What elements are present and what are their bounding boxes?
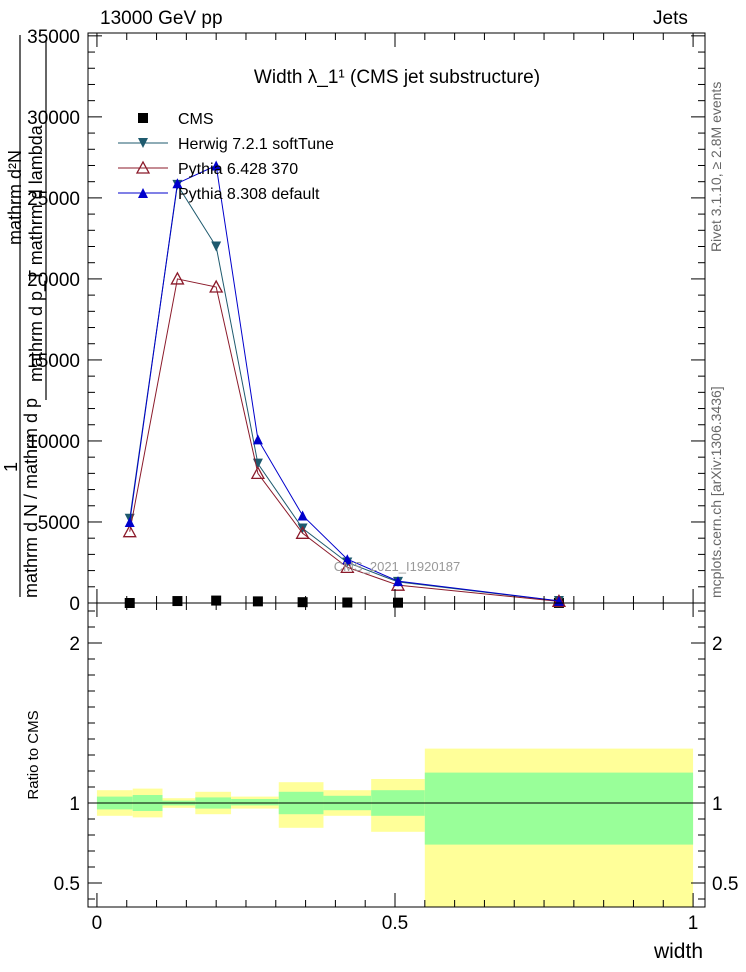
y-tick-label: 35000 — [27, 27, 80, 48]
y-tick-label: 15000 — [27, 351, 80, 372]
y-tick-label: 0 — [69, 594, 80, 615]
ratio-band-inner — [424, 772, 694, 845]
mcplots-label: mcplots.cern.ch [arXiv:1306.3436] — [708, 386, 724, 598]
data-point-pythia6 — [295, 525, 310, 539]
ratio-y-tick-label: 2 — [69, 634, 80, 655]
y-tick-label: 10000 — [27, 432, 80, 453]
x-tick-label: 1 — [688, 913, 699, 934]
ylabel-main-denominator-2: mathrm d p_T mathrm d lambda — [26, 125, 46, 382]
legend-entry-pythia8: Pythia 8.308 default — [178, 186, 320, 203]
series-line-pythia6 — [129, 278, 559, 602]
x-tick-label: 0 — [92, 913, 103, 934]
ylabel-main-denominator-1: mathrm d N / mathrm d p — [21, 397, 41, 598]
data-point-pythia8 — [172, 178, 183, 189]
data-point-pythia8 — [297, 510, 308, 521]
ratio-y-tick-label-right: 2 — [712, 634, 723, 655]
ylabel-main-numerator-1: 1 — [1, 461, 21, 472]
ratio-band-inner — [231, 799, 279, 806]
series-line-pythia8 — [129, 164, 560, 602]
data-point-pythia8 — [392, 576, 403, 587]
ratio-y-tick-label-right: 0.5 — [712, 874, 738, 895]
watermark: CMS_2021_I1920187 — [334, 559, 461, 574]
legend-marker-pythia8 — [138, 188, 148, 198]
data-point-pythia8 — [252, 434, 263, 445]
x-axis-label: width — [653, 940, 703, 963]
ratio-y-tick-label-right: 1 — [712, 794, 723, 815]
chart-title: Width λ_1¹ (CMS jet substructure) — [254, 67, 540, 88]
legend-marker-cms — [138, 113, 148, 123]
ratio-y-tick-label: 1 — [69, 794, 80, 815]
x-tick-label: 0.5 — [382, 913, 408, 934]
data-point-cms — [297, 597, 308, 608]
ylabel-main-numerator-2: mathrm d²N — [5, 149, 25, 245]
ratio-y-axis-label: Ratio to CMS — [25, 710, 42, 799]
data-point-cms — [252, 596, 263, 607]
rivet-version-label: Rivet 3.1.10, ≥ 2.8M events — [708, 81, 724, 252]
header-right-label: Jets — [653, 8, 688, 29]
y-tick-label: 25000 — [27, 189, 80, 210]
y-tick-label: 20000 — [27, 270, 80, 291]
data-point-pythia6 — [209, 279, 224, 293]
data-point-pythia6 — [170, 271, 185, 285]
header-left-label: 13000 GeV pp — [100, 8, 223, 29]
y-tick-label: 30000 — [27, 108, 80, 129]
data-point-herwig — [211, 241, 222, 252]
data-point-pythia6 — [122, 524, 137, 538]
data-point-pythia6 — [340, 559, 355, 574]
legend-entry-pythia6: Pythia 6.428 370 — [178, 161, 298, 178]
legend-entry-herwig: Herwig 7.2.1 softTune — [178, 136, 334, 153]
series-line-herwig — [129, 183, 560, 602]
legend-marker-pythia6 — [135, 160, 151, 174]
legend-marker-herwig — [138, 138, 148, 148]
data-point-pythia8 — [124, 516, 135, 527]
data-point-pythia6 — [250, 466, 265, 480]
ratio-y-tick-label: 0.5 — [54, 874, 80, 895]
data-point-cms — [172, 596, 183, 607]
y-tick-label: 5000 — [38, 513, 80, 534]
data-point-pythia8 — [342, 554, 353, 565]
legend-entry-cms: CMS — [178, 111, 214, 128]
data-point-pythia8 — [211, 160, 222, 171]
